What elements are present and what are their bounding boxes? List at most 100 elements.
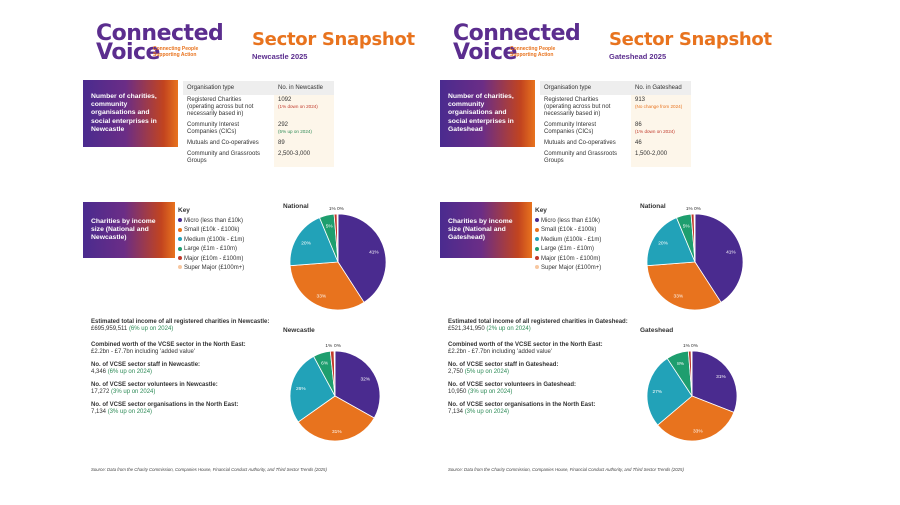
org-count-cell: 292 (5% up on 2024)	[274, 120, 334, 138]
legend-label: Micro (less than £10k)	[184, 218, 244, 224]
table-row: Community Interest Companies (CICs) 86 (1…	[540, 120, 691, 138]
org-type-cell: Community and Grassroots Groups	[187, 151, 261, 164]
org-count-callout: Number of charities, community organisat…	[440, 80, 535, 147]
table-row: Community and Grassroots Groups 2,500-3,…	[183, 149, 334, 167]
pie-slice-label: 6%	[321, 360, 329, 366]
stat-note: (3% up on 2024)	[107, 409, 153, 415]
chart-title: Gateshead	[640, 327, 674, 334]
org-type-cell: Registered Charities (operating across b…	[187, 97, 254, 117]
chart-title: National	[283, 203, 309, 210]
pie-slice-label: 26%	[296, 386, 306, 392]
pie-slice	[297, 395, 375, 442]
stat-note: (3% up on 2024)	[111, 389, 156, 395]
national-pie-chart: 41% 33% 20% 5% 1% 0%	[289, 206, 387, 311]
stats-section: Estimated total income of all registered…	[91, 319, 371, 422]
org-type-cell: Community Interest Companies (CICs)	[544, 122, 597, 135]
income-size-callout-text: Charities by income size (National and G…	[448, 217, 513, 242]
stat-block: Estimated total income of all registered…	[448, 319, 728, 333]
pie-slice	[646, 261, 722, 311]
pie-slice-label: 33%	[674, 294, 684, 300]
stat-block: No. of VCSE sector staff in Newcastle: 4…	[91, 362, 371, 376]
stat-number: £2.2bn - £7.7bn including 'added value'	[91, 349, 196, 355]
table-row: Registered Charities (operating across b…	[183, 95, 334, 120]
legend-item: Major (£10m - £100m)	[535, 255, 601, 264]
connected-voice-logo: Connected Voice Connecting People Supporti…	[96, 21, 224, 64]
pie-slice	[336, 213, 339, 263]
pie-slice-label: 1%	[686, 206, 694, 212]
org-count: 46	[635, 140, 642, 146]
legend-item: Micro (less than £10k)	[178, 217, 244, 226]
org-count: 89	[278, 140, 285, 146]
legend-label: Micro (less than £10k)	[541, 218, 601, 224]
stat-value: 2,750 (5% up on 2024)	[448, 369, 728, 376]
legend-item: Small (£10k - £100k)	[535, 226, 601, 235]
pie-slice-label: 41%	[369, 249, 379, 255]
legend-item: Super Major (£100m+)	[535, 264, 601, 273]
logo-line1: Connected	[453, 21, 581, 46]
legend-label: Major (£10m - £100m)	[541, 255, 601, 262]
table-row: Registered Charities (operating across b…	[540, 95, 691, 120]
org-count-note: (1% down on 2024)	[278, 104, 318, 109]
legend-swatch	[178, 218, 182, 223]
legend-item: Medium (£100k - £1m)	[535, 236, 601, 245]
legend-item: Large (£1m - £10m)	[178, 245, 244, 254]
pie-slice	[646, 357, 693, 426]
source-note: Source: Data from the Charity Commission…	[448, 467, 684, 472]
stat-note: (3% up on 2024)	[464, 409, 510, 415]
pie-slice-label: 8%	[677, 361, 685, 367]
stat-block: Estimated total income of all registered…	[91, 319, 371, 333]
page-title: Sector Snapshot	[252, 29, 415, 50]
org-count-callout-text: Number of charities, community organisat…	[91, 92, 157, 133]
pie-slice-label: 33%	[317, 294, 327, 300]
table-header: Organisation type	[183, 81, 274, 95]
stat-value: 7,134 (3% up on 2024)	[448, 409, 728, 416]
stat-number: 2,750	[448, 369, 464, 375]
stat-block: No. of VCSE sector organisations in the …	[448, 402, 728, 416]
pie-slice-label: 0%	[694, 206, 702, 212]
org-type-table: Organisation type No. in Newcastle Regis…	[183, 81, 334, 167]
legend-swatch	[535, 246, 539, 251]
stat-note: (6% up on 2024)	[107, 369, 153, 375]
pie-slice	[333, 350, 336, 397]
logo-tagline1: Connecting People	[153, 46, 199, 52]
stat-number: £2.2bn - £7.7bn including 'added value'	[448, 349, 553, 355]
org-count-note: (No change from 2024)	[635, 104, 683, 109]
org-count-cell: 89	[274, 138, 334, 149]
legend-swatch	[178, 265, 182, 270]
legend-item: Medium (£100k - £1m)	[178, 236, 244, 245]
table-header: No. in Newcastle	[274, 81, 334, 95]
table-row: Community and Grassroots Groups 1,500-2,…	[540, 149, 691, 167]
org-count-cell: 913 (No change from 2024)	[631, 95, 691, 120]
stat-note: (2% up on 2024)	[486, 326, 531, 332]
legend-label: Large (£1m - £10m)	[541, 246, 595, 253]
table-header: No. in Gateshead	[631, 81, 691, 95]
stat-block: Combined worth of the VCSE sector in the…	[448, 342, 728, 356]
org-count: 2,500-3,000	[278, 151, 311, 157]
stat-heading: Estimated total income of all registered…	[91, 319, 270, 325]
legend-swatch	[535, 256, 539, 261]
pie-slice-label: 20%	[658, 240, 668, 246]
legend-label: Small (£10k - £100k)	[541, 227, 597, 234]
logo-line1: Connected	[96, 21, 224, 46]
legend-swatch	[178, 237, 182, 242]
org-type-cell: Registered Charities (operating across b…	[544, 97, 611, 117]
org-count: 1092	[278, 97, 292, 103]
stat-note: (5% up on 2024)	[464, 369, 510, 375]
org-count: 86	[635, 122, 642, 128]
pie-slice-label: 5%	[683, 224, 691, 230]
logo-tagline2: Supporting Action	[510, 51, 554, 58]
org-count-cell: 1092 (1% down on 2024)	[274, 95, 334, 120]
local-pie-chart: 31% 33% 27% 8% 1% 0%	[646, 343, 738, 442]
pie-slice-label: 1%	[329, 206, 337, 212]
stat-value: £695,959,511 (6% up on 2024)	[91, 326, 371, 333]
pie-slice	[334, 350, 381, 419]
pie-slice	[646, 217, 696, 267]
stat-value: 4,346 (6% up on 2024)	[91, 369, 371, 376]
legend-swatch	[178, 227, 182, 232]
legend-title: Key	[178, 207, 190, 214]
stat-heading: Combined worth of the VCSE sector in the…	[448, 342, 603, 348]
org-type-table: Organisation type No. in Gateshead Regis…	[540, 81, 691, 167]
pie-slice	[691, 350, 738, 413]
legend-item: Micro (less than £10k)	[535, 217, 601, 226]
legend: Micro (less than £10k) Small (£10k - £100…	[535, 217, 601, 273]
